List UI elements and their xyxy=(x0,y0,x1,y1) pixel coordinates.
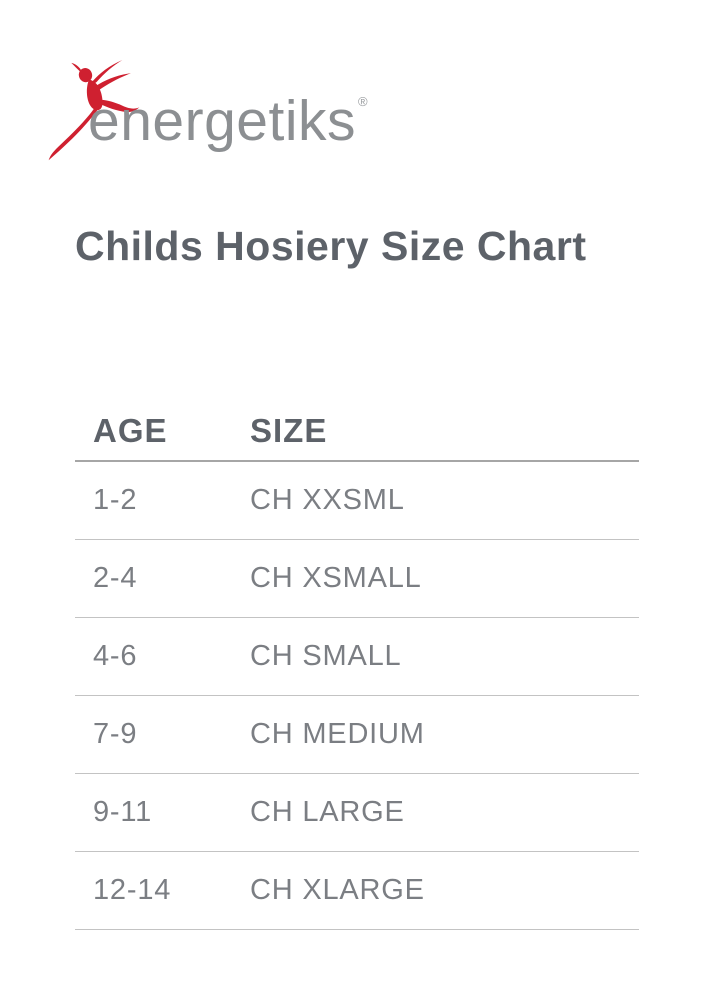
age-cell: 2-4 xyxy=(93,562,138,594)
table-row: 2-4 CH XSMALL xyxy=(75,540,639,618)
table-row: 9-11 CH LARGE xyxy=(75,774,639,852)
size-cell: CH MEDIUM xyxy=(250,718,425,750)
leaping-dancer-icon xyxy=(48,60,140,161)
energetiks-logo: energetiks ® xyxy=(46,58,368,173)
registered-trademark-symbol: ® xyxy=(358,94,369,109)
size-cell: CH SMALL xyxy=(250,640,402,672)
table-row: 4-6 CH SMALL xyxy=(75,618,639,696)
age-column-header: AGE xyxy=(93,412,168,449)
size-table-body: 1-2 CH XXSML 2-4 CH XSMALL 4-6 CH SMALL 7-9 CH … xyxy=(75,462,639,930)
size-cell: CH XXSML xyxy=(250,484,405,516)
size-table: AGE SIZE 1-2 CH XXSML 2-4 CH XSMALL 4-6 CH SM… xyxy=(75,402,639,930)
table-row: 12-14 CH XLARGE xyxy=(75,852,639,930)
age-cell: 4-6 xyxy=(93,640,138,672)
age-cell: 7-9 xyxy=(93,718,138,750)
page-title: Childs Hosiery Size Chart xyxy=(75,223,587,270)
table-row: 1-2 CH XXSML xyxy=(75,462,639,540)
table-header-row: AGE SIZE xyxy=(75,402,639,462)
brand-name: energetiks xyxy=(88,89,356,153)
table-row: 7-9 CH MEDIUM xyxy=(75,696,639,774)
age-cell: 1-2 xyxy=(93,484,138,516)
brand-wordmark: energetiks ® xyxy=(88,88,368,154)
size-column-header: SIZE xyxy=(250,412,328,449)
age-cell: 12-14 xyxy=(93,874,172,906)
size-cell: CH LARGE xyxy=(250,796,405,828)
age-cell: 9-11 xyxy=(93,796,153,828)
size-cell: CH XLARGE xyxy=(250,874,425,906)
size-cell: CH XSMALL xyxy=(250,562,422,594)
